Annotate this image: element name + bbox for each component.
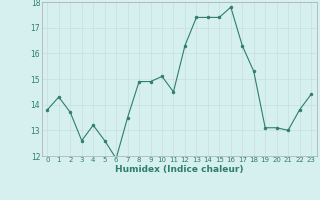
X-axis label: Humidex (Indice chaleur): Humidex (Indice chaleur) [115,165,244,174]
